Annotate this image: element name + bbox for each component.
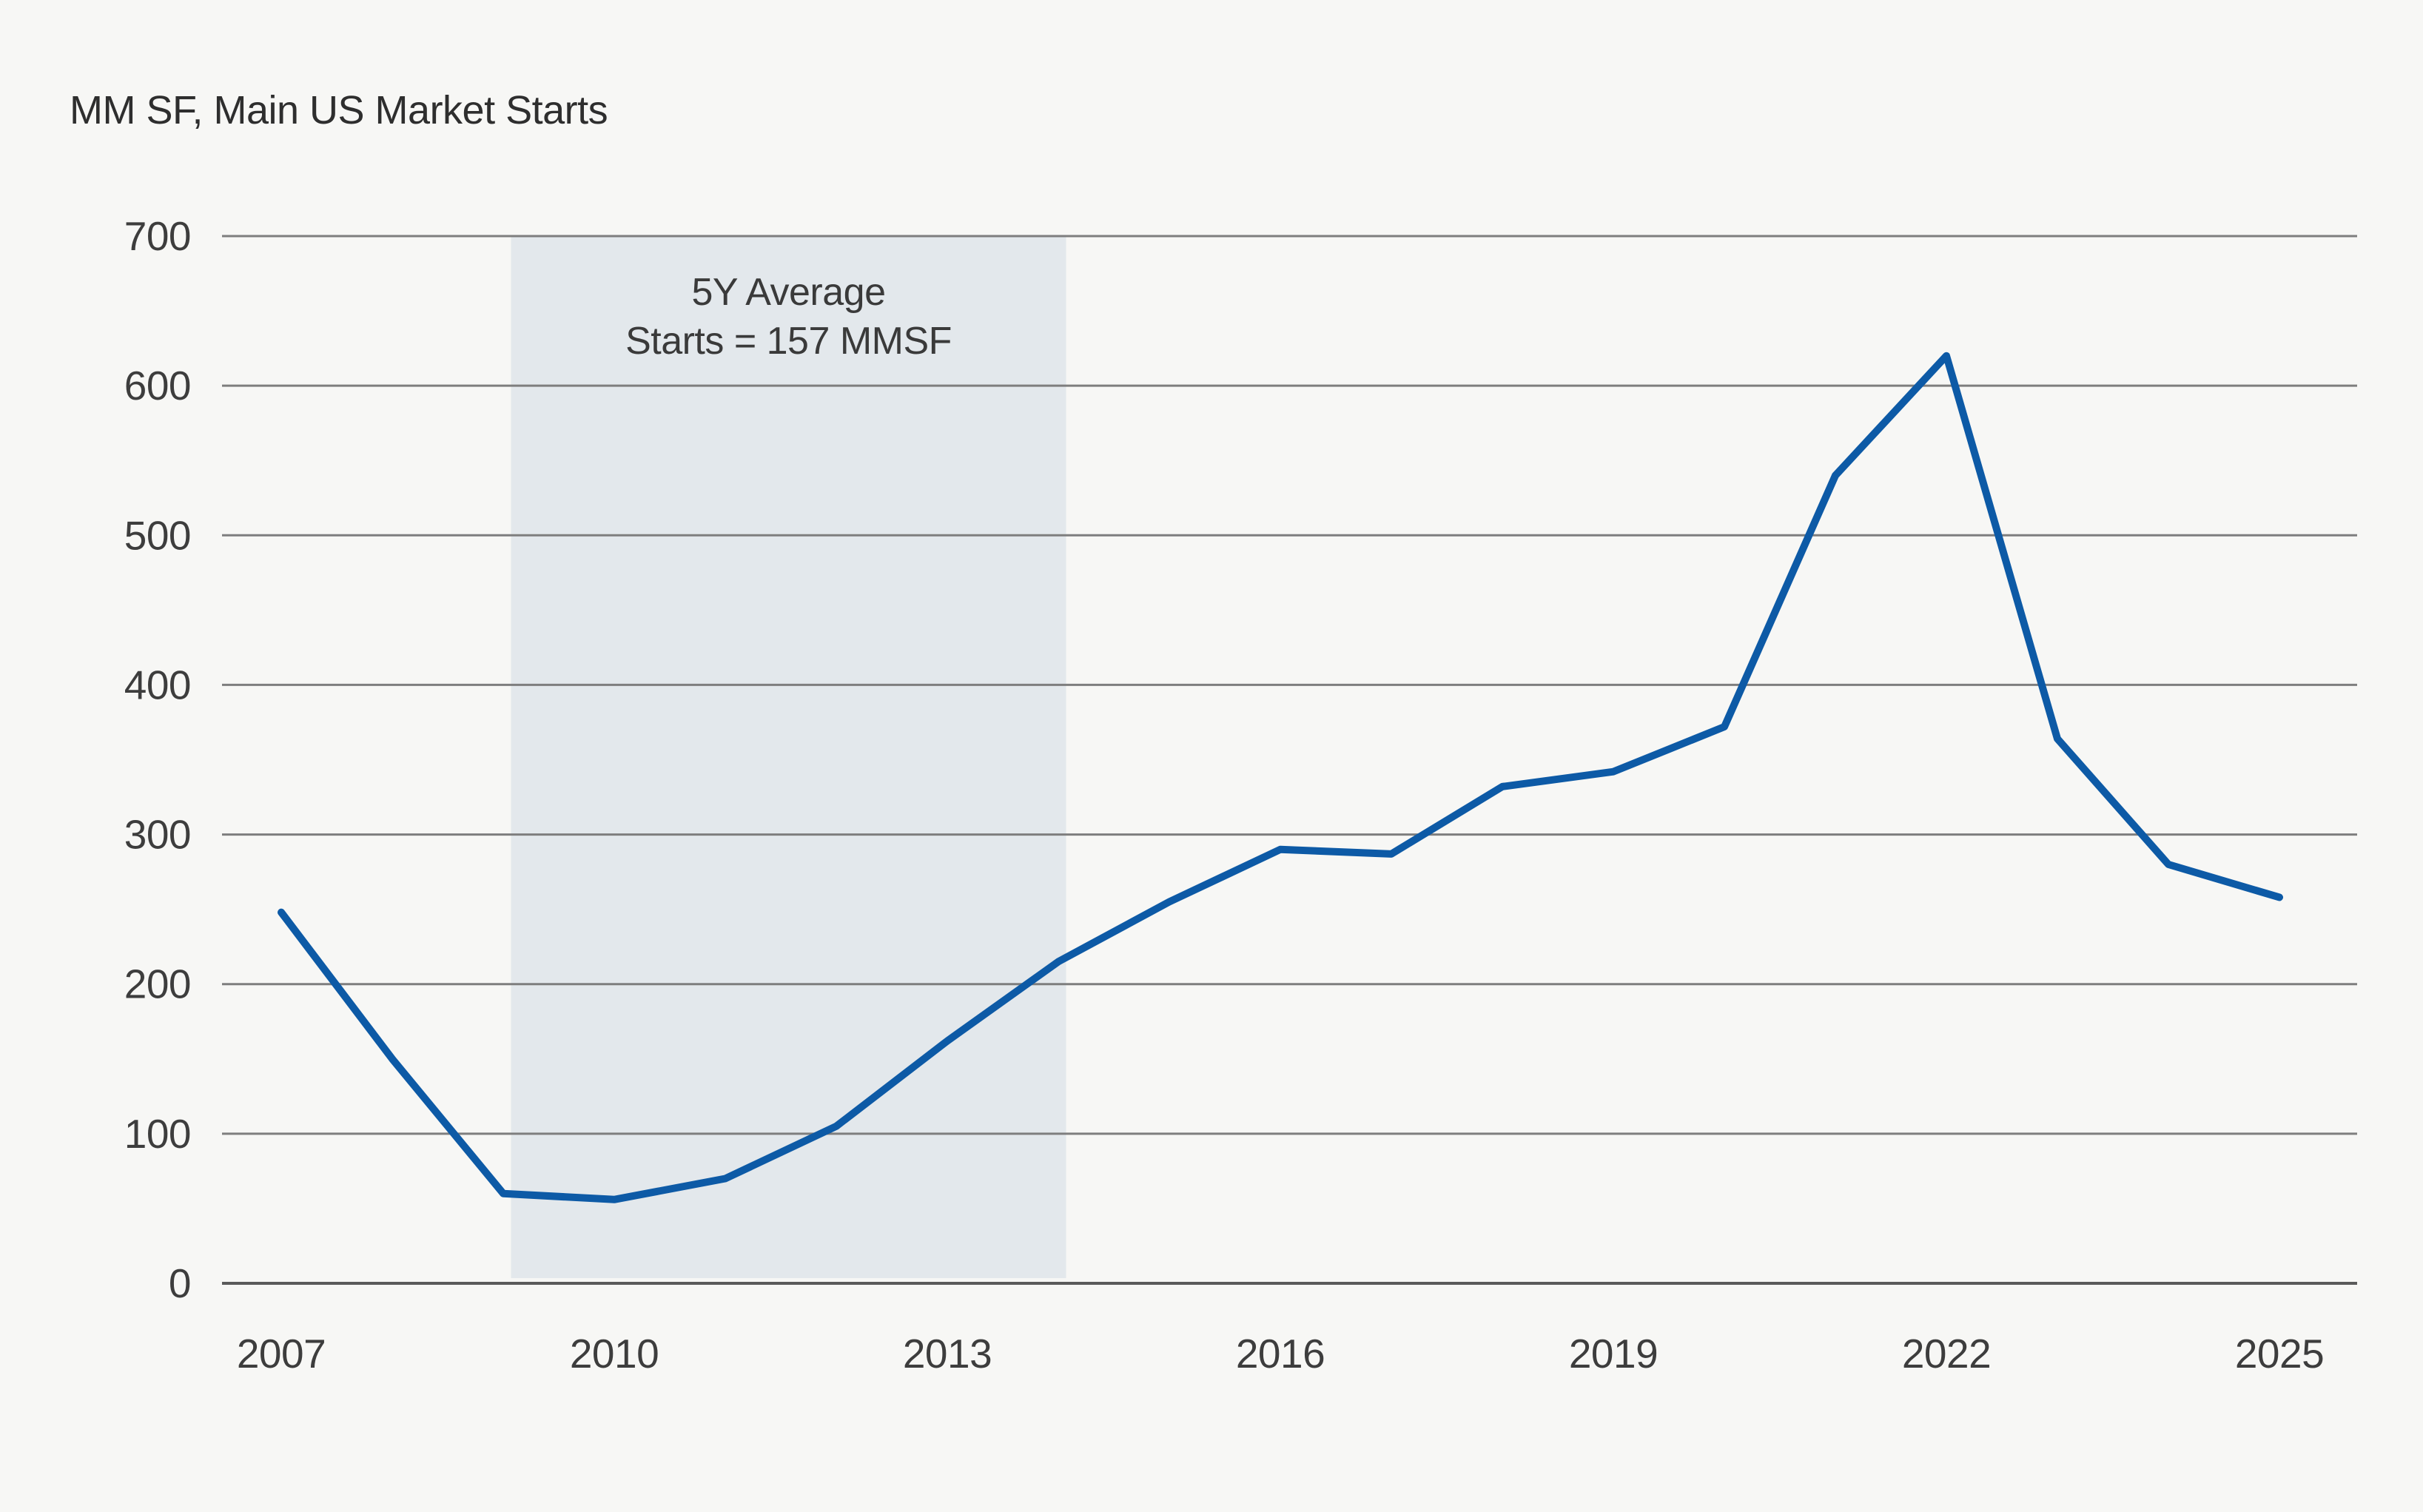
average-band	[511, 236, 1066, 1278]
x-tick-label-2019: 2019	[1569, 1331, 1658, 1377]
band-annotation-line-1: 5Y Average	[692, 271, 886, 314]
chart-title: MM SF, Main US Market Starts	[70, 88, 608, 132]
x-tick-label-2007: 2007	[237, 1331, 326, 1377]
y-tick-label-300: 300	[124, 812, 191, 858]
band-annotation-line-2: Starts = 157 MMSF	[625, 320, 952, 363]
y-tick-label-200: 200	[124, 961, 191, 1007]
x-tick-label-2013: 2013	[903, 1331, 992, 1377]
x-tick-label-2022: 2022	[1902, 1331, 1991, 1377]
x-tick-label-2010: 2010	[570, 1331, 659, 1377]
y-tick-label-600: 600	[124, 363, 191, 409]
y-tick-label-0: 0	[169, 1260, 191, 1306]
data-line	[278, 352, 2283, 1203]
y-tick-label-700: 700	[124, 213, 191, 259]
x-tick-label-2025: 2025	[2235, 1331, 2324, 1377]
y-tick-label-100: 100	[124, 1111, 191, 1157]
y-tick-label-400: 400	[124, 662, 191, 708]
x-tick-label-2016: 2016	[1236, 1331, 1325, 1377]
y-tick-label-500: 500	[124, 512, 191, 558]
